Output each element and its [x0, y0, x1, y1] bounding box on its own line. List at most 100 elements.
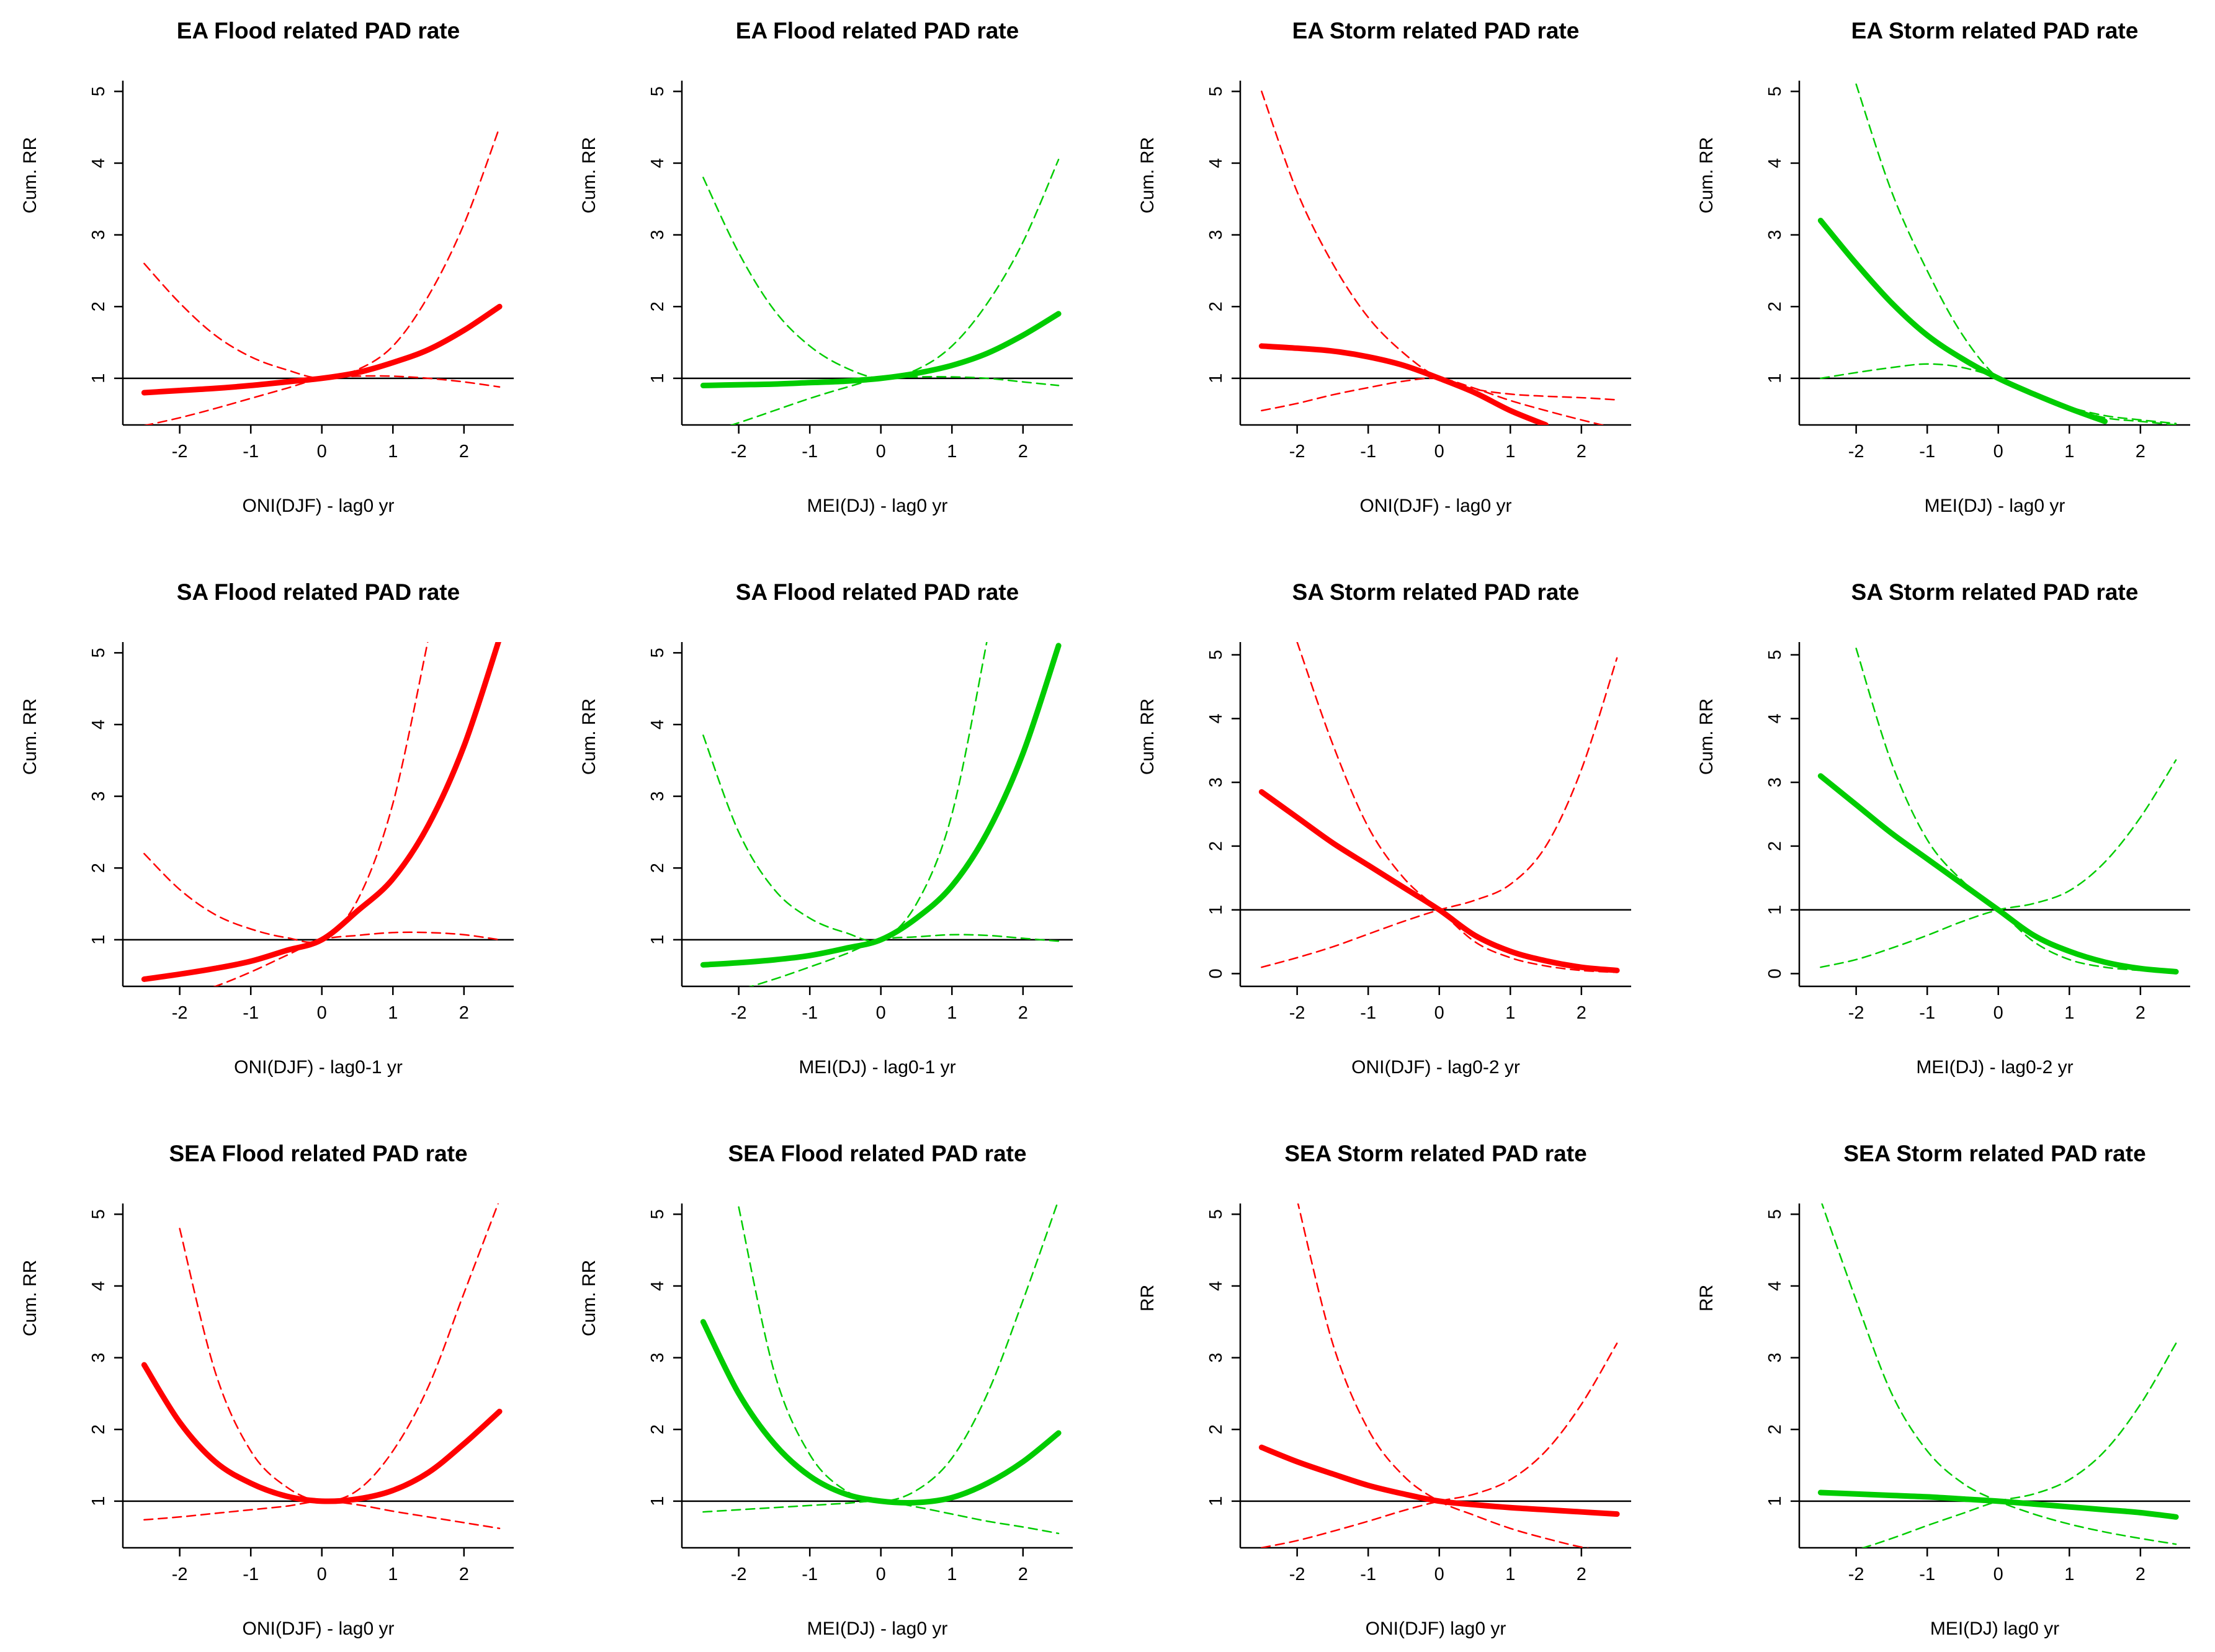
- series-line-estimate: [700, 311, 1062, 388]
- series-line-estimate: [1817, 773, 2179, 975]
- y-tick-label: 3: [1206, 777, 1226, 787]
- x-axis-label: ONI(DJF) - lag0 yr: [242, 1619, 394, 1639]
- chart-title: SEA Flood related PAD rate: [169, 1141, 467, 1166]
- y-tick-label: 4: [648, 158, 668, 168]
- series-line-upper: [1297, 1203, 1590, 1548]
- y-tick-label: 5: [1206, 650, 1226, 659]
- series-line-estimate: [141, 642, 501, 982]
- x-tick-label: 0: [317, 1565, 327, 1584]
- y-tick-label: 1: [648, 1496, 668, 1506]
- chart-title: SEA Storm related PAD rate: [1284, 1141, 1586, 1166]
- x-tick-label: 1: [1505, 1003, 1515, 1023]
- x-tick-label: 0: [317, 1003, 327, 1023]
- x-tick-label: 1: [947, 442, 957, 462]
- x-tick-label: 2: [2136, 1003, 2146, 1023]
- y-tick-label: 1: [89, 373, 109, 383]
- y-tick-label: 5: [648, 648, 668, 658]
- series-line-lower: [143, 1500, 501, 1530]
- series-line-lower: [143, 375, 501, 425]
- y-tick-label: 2: [1765, 1424, 1785, 1434]
- chart-panel-12: SEA Storm related PAD rate 1 2 3 4 5 -2 -1 0 1 2 ME…: [1696, 1141, 2190, 1639]
- y-tick-label: 2: [1765, 301, 1785, 311]
- x-tick-label: -1: [802, 1565, 818, 1584]
- y-axis-label: Cum. RR: [579, 1260, 599, 1336]
- y-tick-label: 2: [1206, 1424, 1226, 1434]
- y-tick-label: 5: [648, 1209, 668, 1219]
- y-tick-label: 4: [1206, 713, 1226, 723]
- chart-panel-7: SA Storm related PAD rate 0 1 2 3 4 5 -2 -1 0 1 2 ON…: [1137, 579, 1631, 1078]
- x-tick-label: -1: [1360, 1565, 1376, 1584]
- chart-title: SA Storm related PAD rate: [1292, 579, 1580, 605]
- y-axis-label: RR: [1696, 1285, 1717, 1311]
- x-tick-label: 0: [876, 1565, 886, 1584]
- y-axis-label: RR: [1137, 1285, 1158, 1311]
- y-tick-label: 3: [89, 792, 109, 801]
- y-tick-label: 2: [89, 863, 109, 873]
- series-line-upper: [702, 158, 1060, 380]
- y-tick-label: 1: [1206, 1496, 1226, 1506]
- x-tick-label: 1: [947, 1565, 957, 1584]
- x-tick-label: 1: [1505, 442, 1515, 462]
- x-tick-label: 2: [2136, 442, 2146, 462]
- y-tick-label: 5: [1765, 650, 1785, 659]
- series-line-lower: [1820, 363, 2177, 425]
- y-tick-label: 2: [1765, 841, 1785, 851]
- x-tick-label: 1: [388, 1565, 398, 1584]
- y-tick-label: 3: [648, 230, 668, 240]
- x-axis-label: ONI(DJF) - lag0 yr: [242, 496, 394, 516]
- chart-title: SA Flood related PAD rate: [736, 579, 1019, 605]
- x-tick-label: -1: [1360, 1003, 1376, 1023]
- y-tick-label: 5: [1206, 1209, 1226, 1219]
- x-tick-label: -2: [731, 1565, 747, 1584]
- series-line-lower: [1861, 1342, 2177, 1548]
- x-tick-label: -2: [1289, 1565, 1305, 1584]
- y-axis-label: Cum. RR: [20, 699, 40, 775]
- y-tick-label: 3: [1206, 1353, 1226, 1363]
- y-axis-label: Cum. RR: [1696, 137, 1717, 213]
- y-tick-label: 2: [1206, 841, 1226, 851]
- y-tick-label: 5: [648, 86, 668, 96]
- x-tick-label: -1: [243, 1565, 259, 1584]
- series-line-upper: [1821, 1203, 2177, 1545]
- chart-title: SEA Storm related PAD rate: [1843, 1141, 2146, 1166]
- y-axis-label: Cum. RR: [20, 137, 40, 213]
- x-axis-label: MEI(DJ) - lag0 yr: [807, 496, 948, 516]
- x-tick-label: 0: [1994, 1565, 2003, 1584]
- y-tick-label: 3: [89, 1353, 109, 1363]
- y-tick-label: 2: [89, 301, 109, 311]
- x-tick-label: -2: [172, 1003, 188, 1023]
- x-tick-label: 2: [459, 1003, 469, 1023]
- y-tick-label: 4: [1765, 1281, 1785, 1291]
- x-tick-label: -1: [1919, 1565, 1935, 1584]
- y-tick-label: 5: [89, 648, 109, 658]
- y-tick-label: 5: [1206, 86, 1226, 96]
- series-line-upper: [1855, 83, 2177, 424]
- x-tick-label: -1: [1919, 442, 1935, 462]
- y-tick-label: 1: [1765, 1496, 1785, 1506]
- y-tick-label: 1: [89, 935, 109, 945]
- x-axis-label: MEI(DJ) - lag0 yr: [807, 1619, 948, 1639]
- chart-panel-1: EA Flood related PAD rate 1 2 3 4 5 -2 -1 0 1 2 ONI…: [20, 18, 514, 516]
- y-tick-label: 2: [648, 301, 668, 311]
- series-line-upper: [1261, 91, 1618, 401]
- y-tick-label: 2: [648, 863, 668, 873]
- series-line-estimate: [1258, 1444, 1620, 1517]
- series-line-estimate: [700, 643, 1062, 968]
- chart-panel-3: EA Storm related PAD rate 1 2 3 4 5 -2 -1 0 1 2 ONI…: [1137, 18, 1631, 516]
- y-tick-label: 2: [1206, 301, 1226, 311]
- chart-title: EA Storm related PAD rate: [1851, 18, 2139, 43]
- y-tick-label: 4: [648, 1281, 668, 1291]
- x-tick-label: -2: [1289, 1003, 1305, 1023]
- x-axis-label: ONI(DJF) - lag0-2 yr: [1351, 1057, 1520, 1078]
- y-tick-label: 4: [1765, 713, 1785, 723]
- y-tick-label: 5: [1765, 86, 1785, 96]
- x-tick-label: -1: [243, 442, 259, 462]
- chart-panel-5: SA Flood related PAD rate 1 2 3 4 5 -2 -1 0 1 2 ONI…: [20, 579, 514, 1078]
- y-tick-label: 3: [1765, 1353, 1785, 1363]
- y-tick-label: 5: [89, 86, 109, 96]
- chart-panel-9: SEA Flood related PAD rate 1 2 3 4 5 -2 -1 0 1 2 ON…: [20, 1141, 514, 1639]
- series-line-upper: [738, 1203, 1058, 1502]
- series-line-estimate: [1258, 789, 1620, 973]
- y-tick-label: 3: [1206, 230, 1226, 240]
- x-tick-label: -2: [172, 442, 188, 462]
